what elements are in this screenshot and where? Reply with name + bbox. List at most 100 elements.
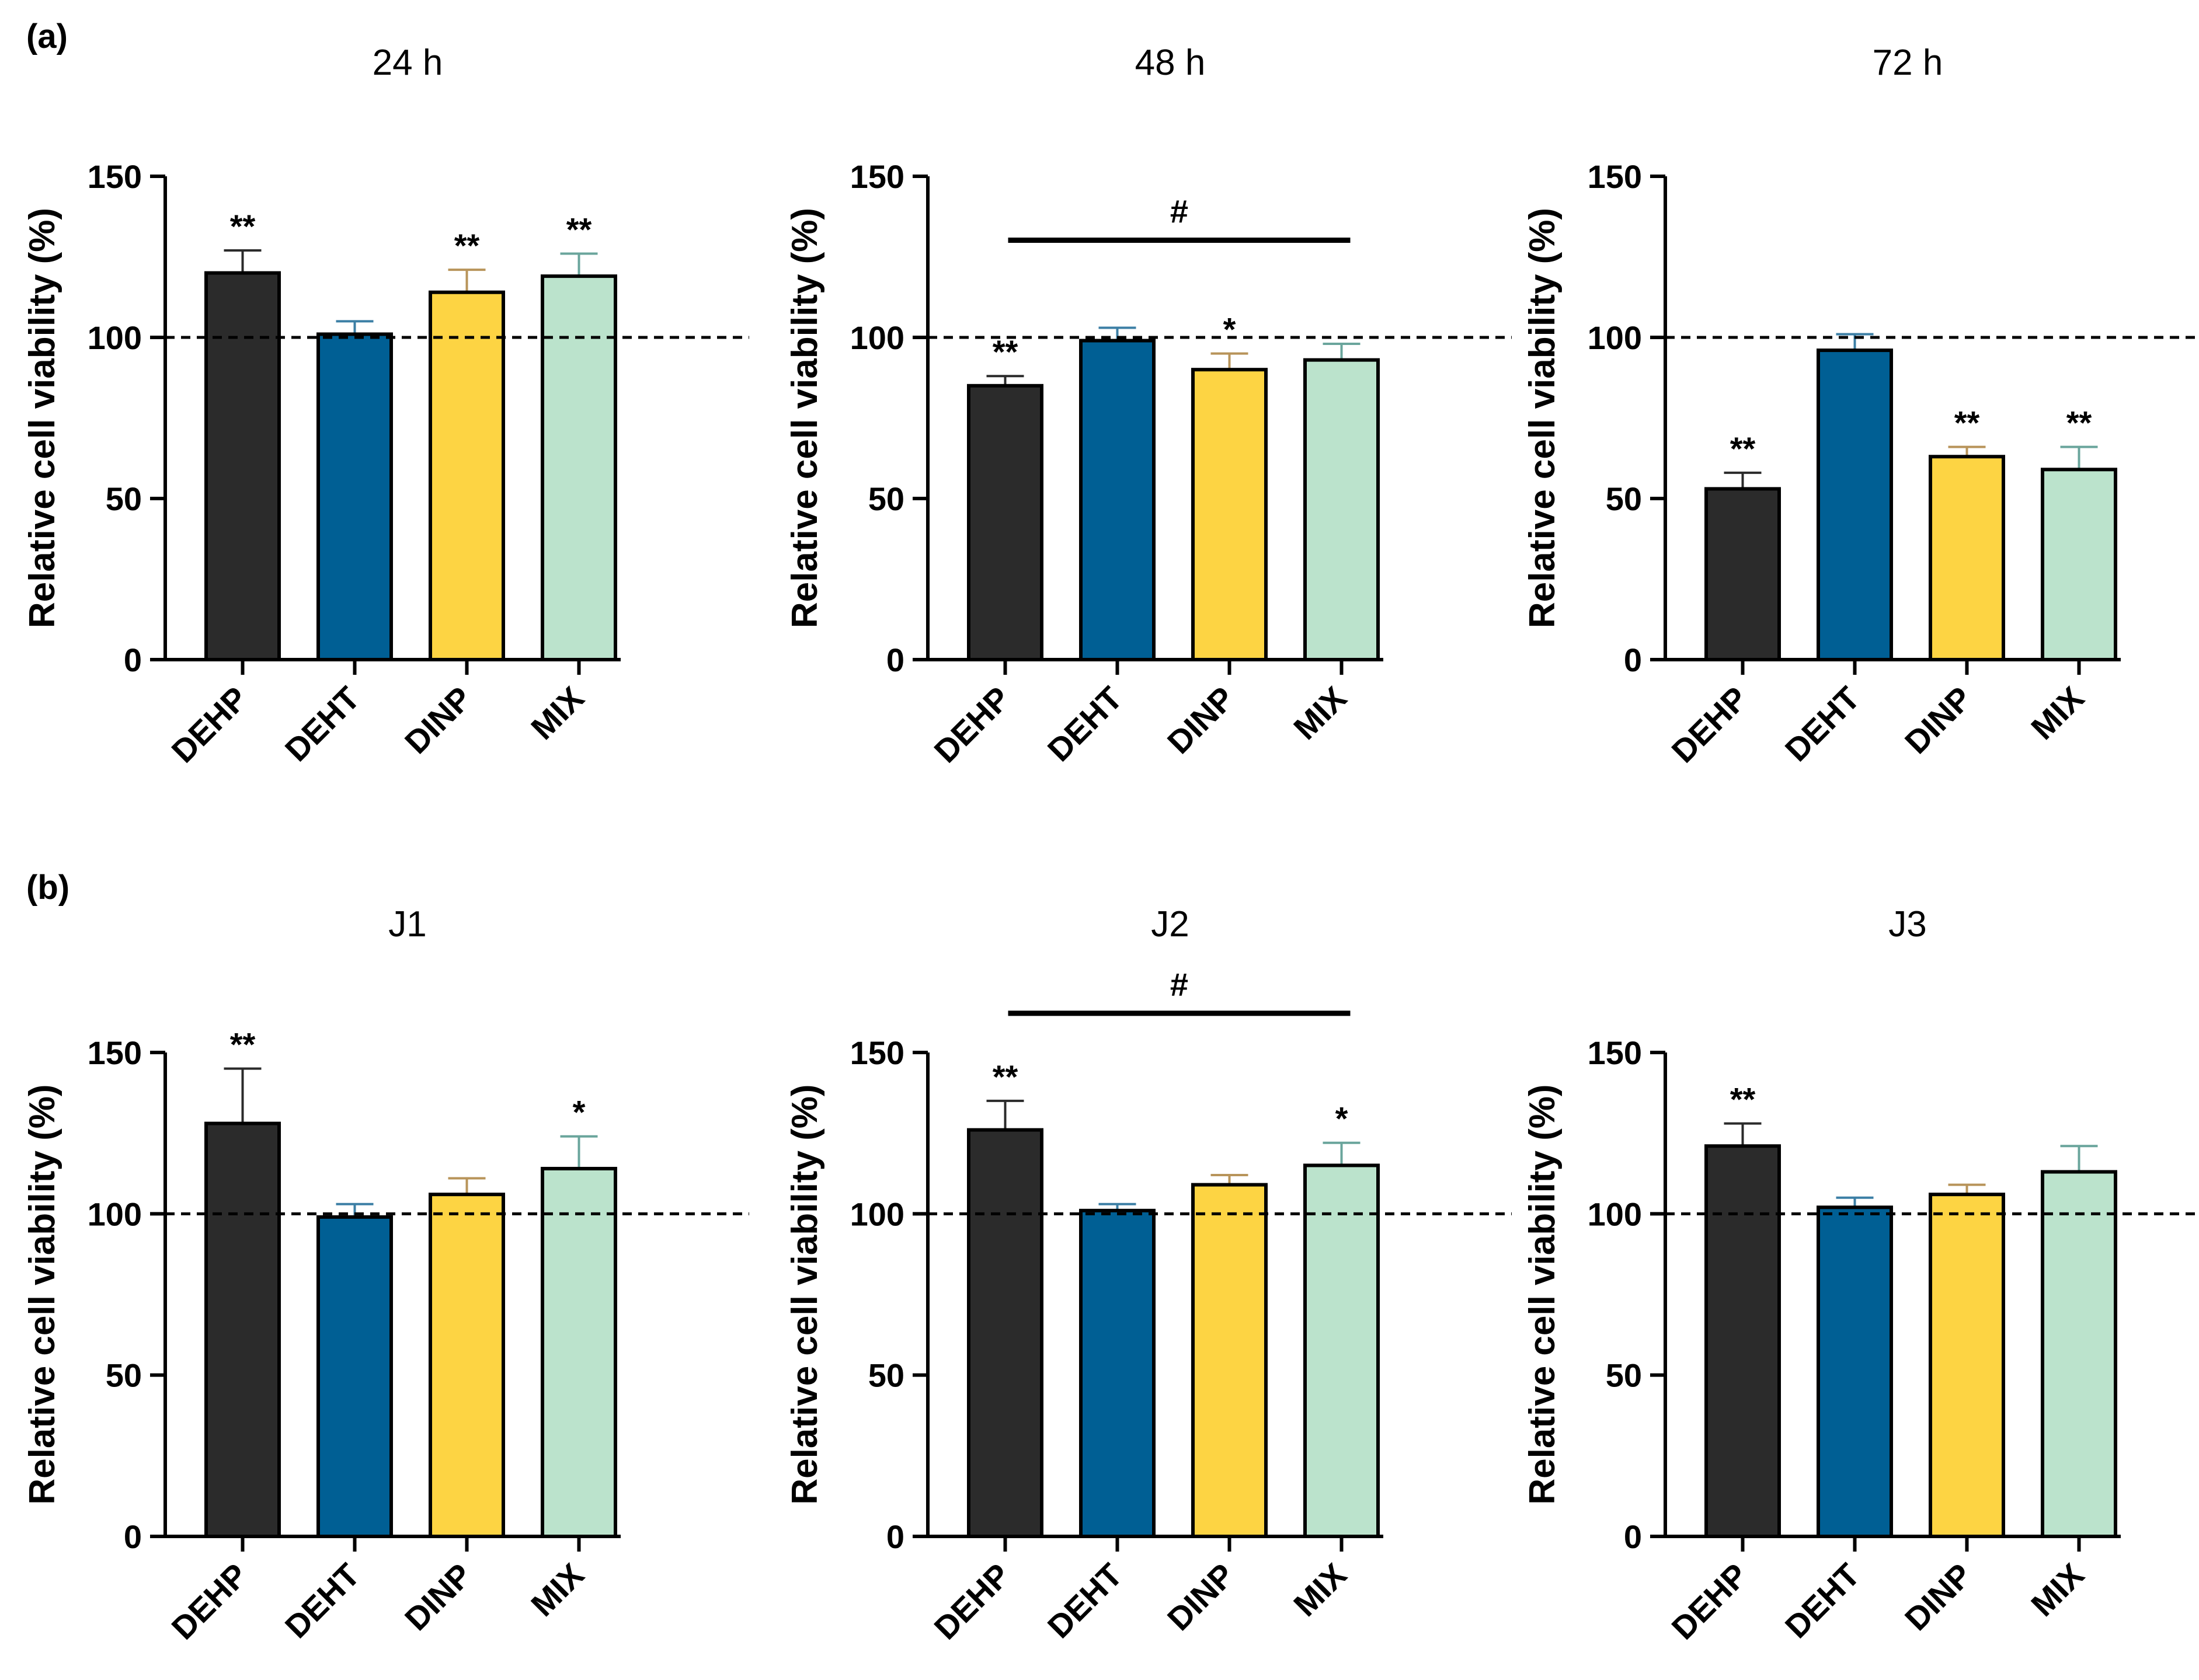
chart-title: J3 bbox=[1888, 904, 1926, 944]
y-tick-label: 0 bbox=[886, 1518, 904, 1555]
category-label: DINP bbox=[1898, 1556, 1979, 1637]
bar bbox=[2041, 468, 2117, 661]
bar bbox=[1929, 455, 2005, 661]
category-label: DINP bbox=[398, 1556, 479, 1637]
y-tick-label: 0 bbox=[124, 642, 142, 678]
y-tick-label: 150 bbox=[1588, 1034, 1642, 1071]
bar bbox=[429, 1193, 505, 1538]
panel-label-a: (a) bbox=[26, 18, 68, 55]
comparison-label: # bbox=[1170, 193, 1188, 229]
y-tick-label: 0 bbox=[886, 642, 904, 678]
bar bbox=[1929, 1193, 2005, 1538]
y-tick-label: 100 bbox=[1588, 1195, 1642, 1232]
chart-2: 48 h Relative cell viability (%) 0 50 100 150… bbox=[785, 43, 1512, 770]
category-label: MIX bbox=[1286, 1556, 1354, 1623]
y-tick-label: 0 bbox=[124, 1518, 142, 1555]
chart-title: J2 bbox=[1151, 904, 1189, 944]
bar bbox=[1817, 1205, 1893, 1538]
category-label: DEHT bbox=[1041, 679, 1129, 768]
bar bbox=[1191, 1183, 1268, 1539]
chart-3: 72 h Relative cell viability (%) 0 50 100 150… bbox=[1522, 43, 2199, 770]
bar bbox=[1079, 339, 1156, 661]
bar bbox=[204, 1121, 281, 1538]
y-axis-label: Relative cell viability (%) bbox=[1522, 208, 1563, 628]
y-tick-label: 50 bbox=[1606, 1357, 1642, 1394]
category-label: DINP bbox=[1160, 1556, 1241, 1637]
y-tick-label: 50 bbox=[106, 480, 142, 517]
bar bbox=[541, 274, 617, 661]
y-tick-label: 0 bbox=[1624, 642, 1642, 678]
y-tick-label: 50 bbox=[106, 1357, 142, 1394]
bar bbox=[967, 384, 1043, 661]
chart-title: 72 h bbox=[1873, 43, 1943, 83]
category-label: MIX bbox=[524, 679, 591, 747]
bar bbox=[1704, 487, 1781, 661]
category-label: DEHP bbox=[164, 679, 255, 770]
bar bbox=[541, 1166, 617, 1538]
charts: 24 h Relative cell viability (%) 0 50 100 150… bbox=[22, 43, 2199, 1647]
significance-marker: * bbox=[573, 1094, 586, 1131]
category-label: MIX bbox=[2024, 1556, 2091, 1623]
category-label: MIX bbox=[524, 1556, 591, 1623]
significance-marker: ** bbox=[230, 208, 256, 245]
significance-marker: ** bbox=[230, 1026, 256, 1063]
chart-6: J3 Relative cell viability (%) 0 50 100 150 DE… bbox=[1522, 904, 2199, 1647]
significance-marker: ** bbox=[993, 333, 1018, 370]
y-axis-label: Relative cell viability (%) bbox=[22, 1084, 62, 1504]
y-tick-label: 50 bbox=[1606, 480, 1642, 517]
category-label: DEHP bbox=[1664, 1556, 1755, 1647]
bar bbox=[429, 290, 505, 662]
y-axis-label: Relative cell viability (%) bbox=[785, 208, 825, 628]
category-label: DEHP bbox=[927, 679, 1017, 770]
y-tick-label: 100 bbox=[850, 1195, 904, 1232]
category-label: DEHT bbox=[278, 679, 367, 768]
y-tick-label: 100 bbox=[850, 319, 904, 356]
significance-marker: * bbox=[1223, 311, 1236, 348]
bar bbox=[316, 1215, 393, 1539]
significance-marker: ** bbox=[2066, 405, 2092, 441]
category-label: MIX bbox=[2024, 679, 2091, 747]
category-label: DEHP bbox=[164, 1556, 255, 1647]
chart-title: 48 h bbox=[1135, 43, 1206, 83]
bar bbox=[1704, 1144, 1781, 1538]
significance-marker: ** bbox=[1730, 430, 1756, 467]
y-tick-label: 150 bbox=[850, 158, 904, 195]
comparison-label: # bbox=[1170, 966, 1188, 1003]
bar bbox=[1303, 358, 1380, 661]
significance-marker: ** bbox=[993, 1058, 1018, 1095]
chart-4: J1 Relative cell viability (%) 0 50 100 150 DE… bbox=[22, 904, 749, 1647]
bar bbox=[1303, 1163, 1380, 1538]
bar bbox=[1079, 1208, 1156, 1538]
chart-1: 24 h Relative cell viability (%) 0 50 100 150… bbox=[22, 43, 749, 770]
bar bbox=[1817, 348, 1893, 661]
bar bbox=[1191, 368, 1268, 661]
category-label: DEHT bbox=[1778, 1556, 1867, 1645]
category-label: DEHT bbox=[1041, 1556, 1129, 1645]
y-tick-label: 150 bbox=[850, 1034, 904, 1071]
category-label: DINP bbox=[1898, 679, 1979, 761]
chart-title: 24 h bbox=[373, 43, 443, 83]
y-axis-label: Relative cell viability (%) bbox=[1522, 1084, 1563, 1504]
category-label: DEHT bbox=[278, 1556, 367, 1645]
y-axis-label: Relative cell viability (%) bbox=[785, 1084, 825, 1504]
bar bbox=[204, 271, 281, 662]
y-tick-label: 100 bbox=[1588, 319, 1642, 356]
significance-marker: ** bbox=[1954, 405, 1980, 441]
y-tick-label: 50 bbox=[868, 480, 904, 517]
y-tick-label: 150 bbox=[1588, 158, 1642, 195]
category-label: DEHP bbox=[1664, 679, 1755, 770]
bar bbox=[967, 1128, 1043, 1538]
bar bbox=[316, 332, 393, 661]
significance-marker: ** bbox=[1730, 1081, 1756, 1118]
category-label: MIX bbox=[1286, 679, 1354, 747]
y-tick-label: 150 bbox=[88, 158, 142, 195]
chart-title: J1 bbox=[388, 904, 426, 944]
significance-marker: ** bbox=[566, 211, 592, 248]
y-tick-label: 150 bbox=[88, 1034, 142, 1071]
panel-label-b: (b) bbox=[26, 869, 69, 907]
significance-marker: * bbox=[1335, 1100, 1348, 1137]
bar bbox=[2041, 1170, 2117, 1538]
category-label: DINP bbox=[1160, 679, 1241, 761]
y-axis-label: Relative cell viability (%) bbox=[22, 208, 62, 628]
